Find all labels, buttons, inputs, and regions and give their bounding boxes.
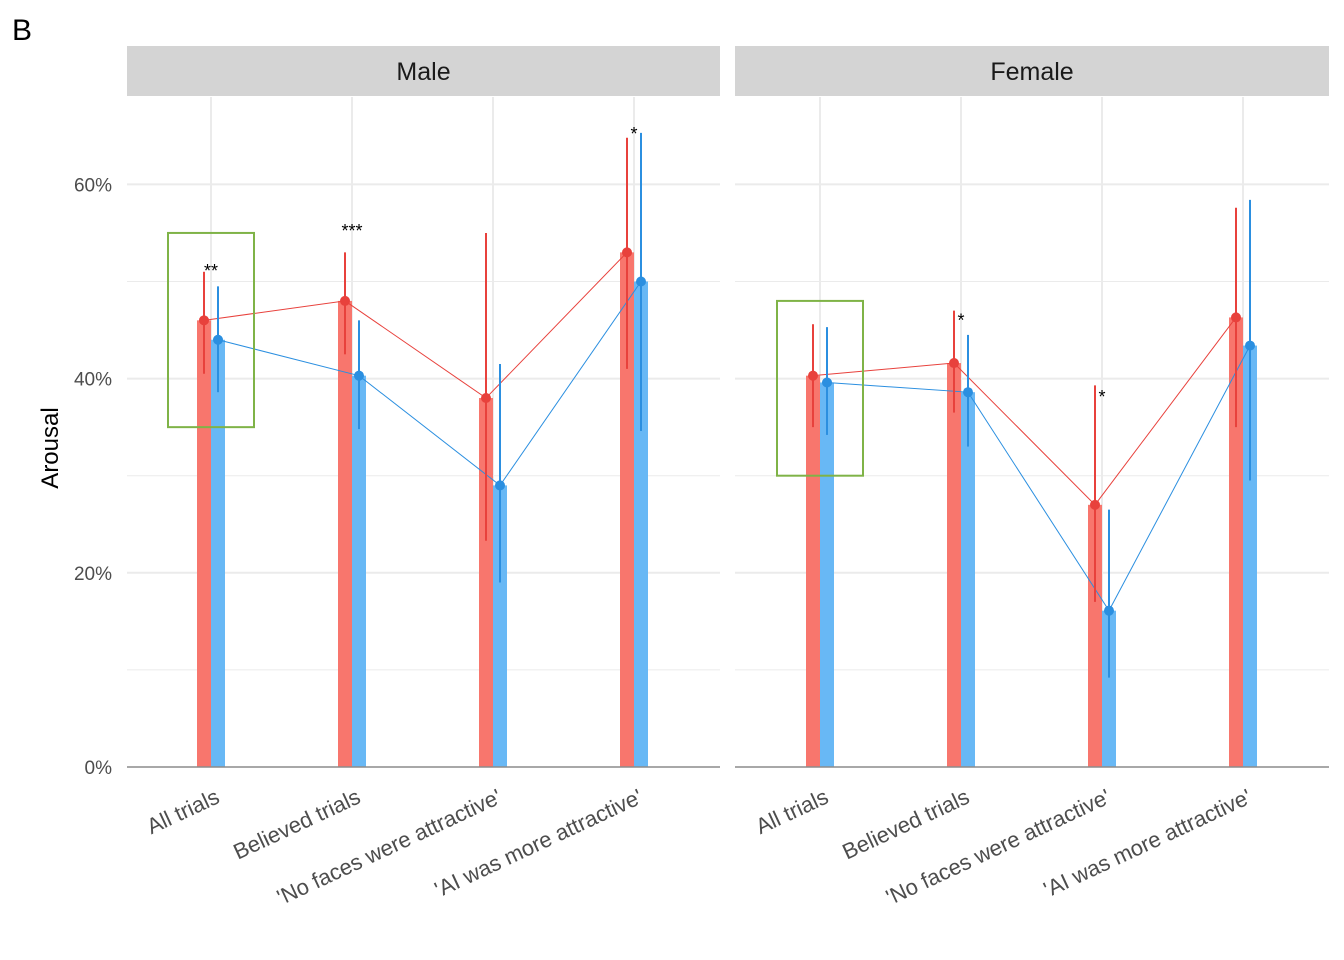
data-point bbox=[199, 315, 209, 326]
bar bbox=[1229, 317, 1243, 767]
data-point bbox=[822, 377, 832, 388]
data-point bbox=[949, 358, 959, 369]
bar bbox=[806, 375, 820, 767]
highlight-box bbox=[776, 299, 864, 477]
y-tick-label: 40% bbox=[74, 370, 112, 391]
x-tick-label: Believed trials bbox=[838, 784, 973, 865]
x-tick-label: All trials bbox=[752, 784, 832, 839]
data-point bbox=[963, 387, 973, 398]
facet-strip bbox=[127, 46, 720, 96]
facet-strip bbox=[735, 46, 1329, 96]
data-point bbox=[481, 393, 491, 404]
bar bbox=[211, 339, 225, 767]
data-point bbox=[213, 334, 223, 345]
data-point bbox=[495, 480, 505, 491]
bar bbox=[352, 375, 366, 767]
data-point bbox=[808, 370, 818, 381]
facet-strip-label: Female bbox=[990, 58, 1073, 86]
series-line bbox=[812, 317, 1237, 506]
bar bbox=[820, 382, 834, 767]
bar bbox=[1088, 504, 1102, 767]
significance-label: ** bbox=[204, 261, 218, 281]
data-point bbox=[636, 276, 646, 287]
significance-label: * bbox=[630, 124, 637, 144]
x-tick-label: All trials bbox=[143, 784, 223, 839]
significance-label: * bbox=[1098, 387, 1105, 407]
data-point bbox=[1245, 340, 1255, 351]
bar bbox=[620, 252, 634, 768]
bar bbox=[493, 485, 507, 767]
data-point bbox=[1090, 499, 1100, 510]
highlight-box bbox=[167, 231, 255, 429]
bar bbox=[479, 398, 493, 767]
y-tick-label: 20% bbox=[74, 564, 112, 585]
y-axis-title: Arousal bbox=[37, 407, 64, 488]
data-point bbox=[1104, 605, 1114, 616]
bar bbox=[634, 281, 648, 767]
bar bbox=[947, 363, 961, 767]
x-tick-label: Believed trials bbox=[229, 784, 364, 865]
data-point bbox=[354, 370, 364, 381]
y-tick-label: 60% bbox=[74, 175, 112, 196]
bar bbox=[197, 320, 211, 767]
bar bbox=[1243, 345, 1257, 767]
x-tick-label: 'No faces were attractive' bbox=[882, 784, 1114, 910]
y-tick-label: 0% bbox=[85, 758, 113, 779]
data-point bbox=[1231, 312, 1241, 323]
bar bbox=[961, 392, 975, 767]
series-line bbox=[217, 281, 642, 487]
bar bbox=[1102, 610, 1116, 767]
data-point bbox=[340, 295, 350, 306]
x-tick-label: 'No faces were attractive' bbox=[273, 784, 505, 910]
data-point bbox=[622, 247, 632, 258]
facet-strip-label: Male bbox=[396, 58, 450, 86]
significance-label: *** bbox=[341, 221, 362, 241]
figure-panel-label: B bbox=[12, 14, 33, 47]
significance-label: * bbox=[957, 310, 964, 330]
series-line bbox=[826, 345, 1251, 612]
series-line bbox=[203, 252, 628, 399]
bar bbox=[338, 300, 352, 767]
